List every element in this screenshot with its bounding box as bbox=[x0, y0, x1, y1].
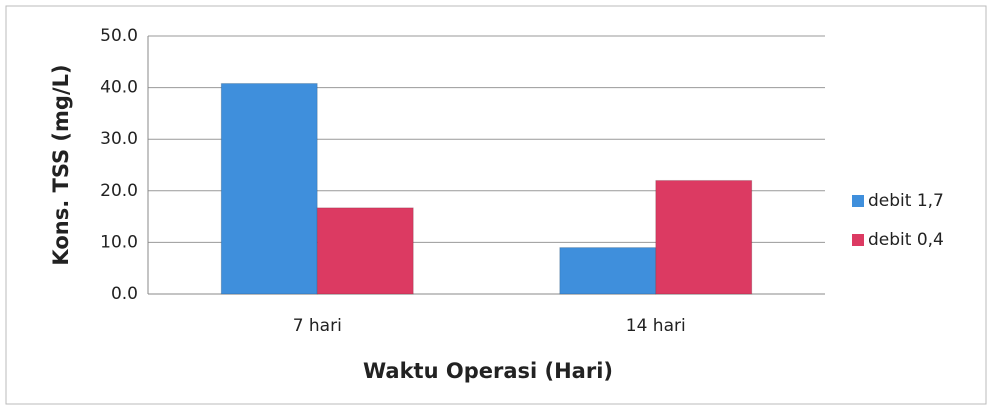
x-tick-label: 7 hari bbox=[293, 316, 342, 336]
chart-border bbox=[5, 5, 987, 405]
y-tick-label: 50.0 bbox=[100, 26, 138, 46]
bar bbox=[316, 207, 414, 295]
legend-swatch bbox=[852, 234, 864, 246]
y-tick-label: 0.0 bbox=[111, 284, 138, 304]
x-tick-label: 14 hari bbox=[626, 316, 686, 336]
bar bbox=[220, 82, 318, 295]
legend-swatch bbox=[852, 195, 864, 207]
legend-label: debit 1,7 bbox=[868, 191, 944, 211]
y-tick-label: 30.0 bbox=[100, 129, 138, 149]
bar bbox=[559, 247, 657, 295]
y-tick-label: 20.0 bbox=[100, 181, 138, 201]
y-axis-title: Kons. TSS (mg/L) bbox=[49, 64, 73, 265]
x-axis-title: Waktu Operasi (Hari) bbox=[363, 359, 613, 383]
legend-label: debit 0,4 bbox=[868, 230, 944, 250]
bar bbox=[655, 179, 753, 295]
y-tick-label: 10.0 bbox=[100, 232, 138, 252]
y-tick-label: 40.0 bbox=[100, 78, 138, 98]
